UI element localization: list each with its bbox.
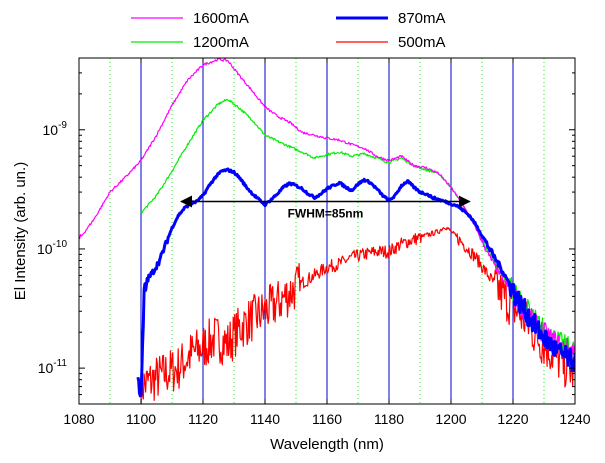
x-tick-label: 1080 <box>63 411 94 427</box>
x-tick-label: 1120 <box>188 411 218 427</box>
x-tick-label: 1200 <box>435 411 466 427</box>
x-axis-label: Wavelength (nm) <box>270 436 384 453</box>
x-tick-label: 1100 <box>126 411 156 427</box>
y-axis-label: El Intensity (arb. un.) <box>12 162 29 300</box>
annotation-layer: FWHM=85nm <box>181 202 469 221</box>
axis-layer: 1080 1100 1120 1140 1160 1180 1200 1220 1240 10-1… <box>37 58 591 427</box>
legend-label-870mA: 870mA <box>398 10 446 27</box>
legend: 1600mA 870mA 1200mA 500mA <box>131 10 446 51</box>
x-tick-label: 1220 <box>497 411 528 427</box>
y-tick-label: 10-11 <box>38 358 68 376</box>
x-tick-label: 1240 <box>559 411 590 427</box>
y-tick-label: 10-9 <box>43 120 68 138</box>
y-tick-label: 10-10 <box>37 239 67 257</box>
x-tick-label: 1180 <box>374 411 404 427</box>
legend-label-500mA: 500mA <box>398 34 446 51</box>
x-tick-label: 1160 <box>312 411 342 427</box>
fwhm-label: FWHM=85nm <box>288 207 364 221</box>
x-tick-label: 1140 <box>250 411 280 427</box>
legend-label-1200mA: 1200mA <box>193 34 249 51</box>
legend-label-1600mA: 1600mA <box>193 10 249 27</box>
